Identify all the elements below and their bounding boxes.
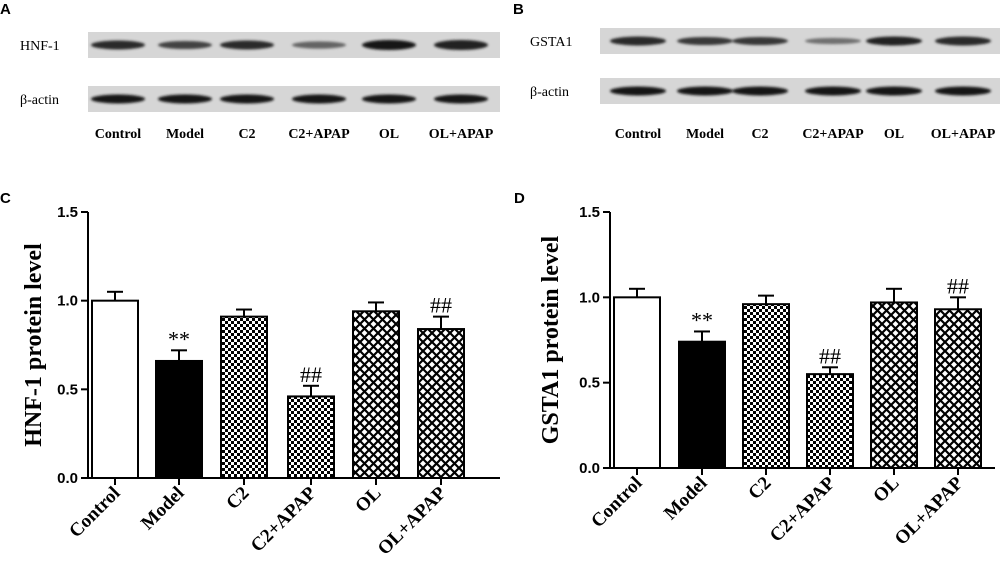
lane-label: Model [686, 127, 724, 142]
blot-band [935, 36, 991, 46]
blot-band [362, 40, 416, 50]
blot-band [732, 86, 788, 96]
lane-label: OL [379, 127, 399, 142]
bar [742, 303, 790, 469]
y-tick-label: 1.0 [579, 289, 600, 306]
panel-letter-c: C [0, 190, 11, 207]
x-tick-label: OL [351, 483, 385, 517]
x-tick-label: C2+APAP [247, 482, 321, 556]
y-tick-label: 1.5 [57, 204, 78, 221]
blot-band [220, 94, 274, 104]
blot-band [732, 36, 788, 46]
bar [613, 296, 661, 470]
x-tick-label: C2+APAP [766, 472, 840, 546]
bar [806, 373, 854, 469]
x-tick-label: Control [587, 473, 646, 532]
western-blot-a: HNF-1 β-actin Control Model C2 C2+APAP OL OL+AP… [20, 32, 500, 142]
panel-letter-a: A [0, 1, 11, 18]
blot-band [677, 36, 733, 46]
blot-band [866, 36, 922, 46]
lane-label: C2 [751, 127, 768, 142]
panel-letter-b: B [513, 1, 524, 18]
bar-chart-gsta1: GSTA1 protein level 0.0 0.5 1.0 1.5 Control **… [538, 204, 995, 549]
blot-row-label: HNF-1 [20, 39, 60, 54]
lane-label: OL [884, 127, 904, 142]
lane-label: OL+APAP [931, 127, 996, 142]
blot-band [935, 86, 991, 96]
x-tick-label: OL [869, 473, 903, 507]
significance-label: ## [819, 343, 841, 368]
x-tick-label: Control [65, 483, 124, 542]
y-tick-label: 1.5 [579, 204, 600, 221]
significance-label: ** [691, 307, 713, 332]
lane-label: Control [95, 127, 142, 142]
x-tick-label: C2 [744, 473, 775, 504]
lane-label: C2+APAP [802, 127, 864, 142]
bar [91, 299, 139, 479]
y-tick-label: 1.0 [57, 293, 78, 310]
bar-chart-hnf1: HNF-1 protein level 0.0 0.5 1.0 1.5 Control **… [21, 204, 500, 559]
blot-band [805, 86, 861, 96]
significance-label: ## [300, 362, 322, 387]
bar [678, 340, 726, 469]
panel-letter-d: D [514, 190, 525, 207]
blot-band [677, 86, 733, 96]
y-tick-label: 0.0 [579, 460, 600, 477]
blot-band [610, 36, 666, 46]
blot-band [158, 40, 212, 50]
y-tick-label: 0.0 [57, 470, 78, 487]
blot-band [292, 41, 346, 49]
bar [870, 301, 918, 469]
blot-band [610, 86, 666, 96]
lane-label: C2+APAP [288, 127, 350, 142]
blot-band [91, 94, 145, 104]
western-blot-b: GSTA1 β-actin Control Model C2 C2+APAP OL OL+AP… [530, 28, 1000, 142]
x-tick-label: OL+APAP [374, 482, 451, 559]
lane-label: Model [166, 127, 204, 142]
significance-label: ## [430, 293, 452, 318]
blot-band [866, 86, 922, 96]
blot-band [91, 40, 145, 50]
blot-row-label: β-actin [530, 85, 569, 100]
bar [417, 328, 465, 480]
lane-label: C2 [238, 127, 255, 142]
y-axis-title: HNF-1 protein level [21, 243, 47, 447]
blot-band [292, 94, 346, 104]
y-axis-title: GSTA1 protein level [538, 235, 564, 444]
bar [287, 395, 335, 479]
blot-row-label: β-actin [20, 93, 59, 108]
y-tick-label: 0.5 [579, 375, 600, 392]
blot-strip [600, 28, 1000, 54]
x-tick-label: Model [660, 473, 711, 524]
x-tick-label: Model [137, 483, 188, 534]
blot-band [434, 94, 488, 104]
blot-row-label: GSTA1 [530, 35, 572, 50]
blot-band [158, 94, 212, 104]
bar [352, 310, 400, 479]
blot-strip [600, 78, 1000, 104]
bar [934, 308, 982, 469]
blot-band [220, 40, 274, 50]
x-tick-label: OL+APAP [891, 472, 968, 549]
significance-label: ## [947, 273, 969, 298]
blot-band [434, 40, 488, 50]
blot-band [362, 94, 416, 104]
blot-band [805, 37, 861, 45]
y-tick-label: 0.5 [57, 381, 78, 398]
bar [155, 359, 203, 479]
lane-label: Control [615, 127, 662, 142]
significance-label: ** [168, 326, 190, 351]
lane-label: OL+APAP [429, 127, 494, 142]
x-tick-label: C2 [222, 483, 253, 514]
bar [220, 315, 268, 480]
